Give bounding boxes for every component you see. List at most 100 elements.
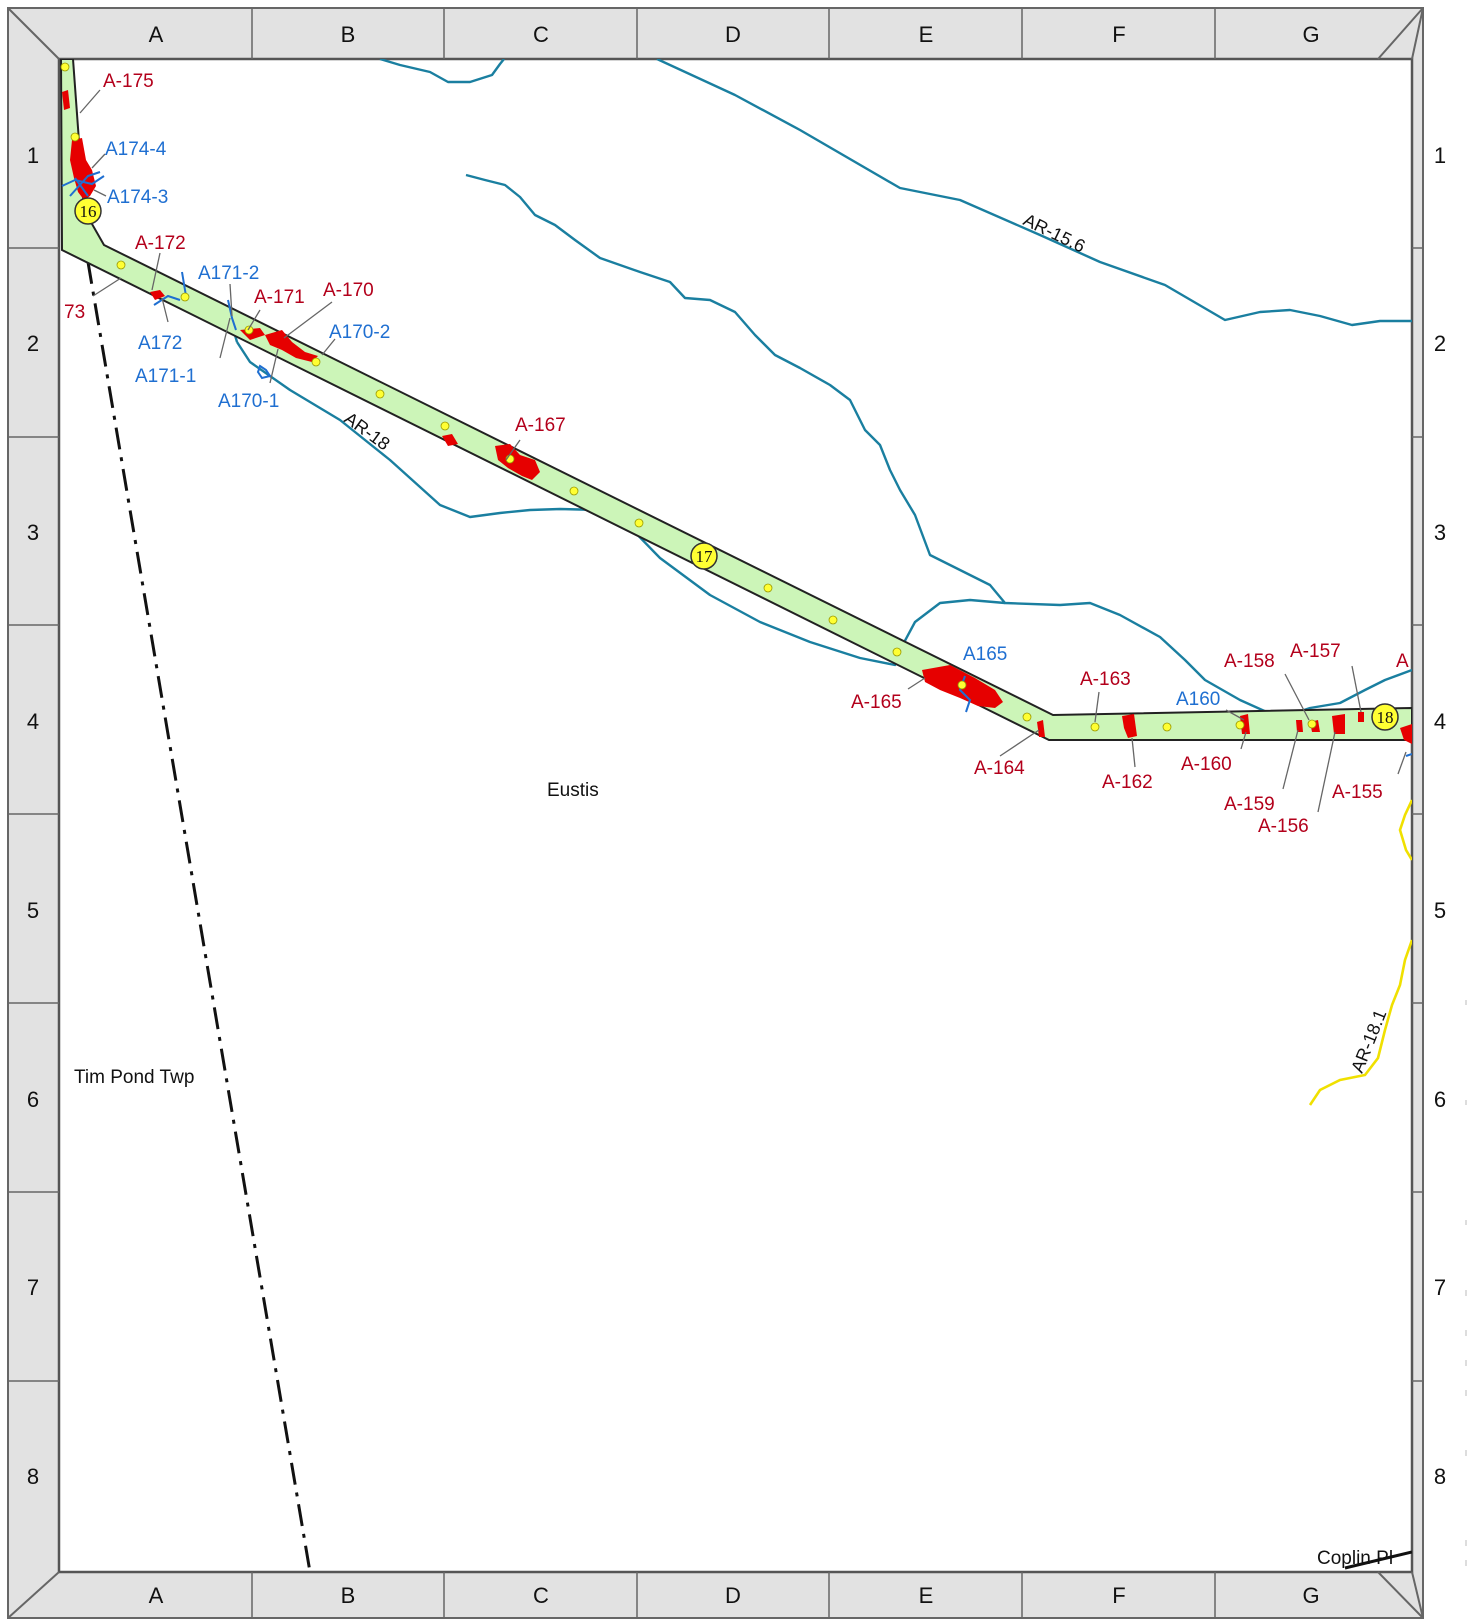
grid-column-labels-bottom: A B C D E F G (149, 1583, 1320, 1608)
wetland-label-a157: A-157 (1290, 641, 1341, 662)
town-label-eustis: Eustis (547, 780, 599, 801)
stream-ar-18-1 (1308, 939, 1412, 1106)
wetland-label-a162: A-162 (1102, 772, 1153, 793)
milepost-18: 18 (1371, 703, 1399, 731)
grid-col-f: F (1112, 1583, 1125, 1608)
wetland-label-a175: A-175 (103, 71, 154, 92)
survey-point (1162, 722, 1172, 732)
grid-column-labels-top: A B C D E F G (149, 22, 1320, 47)
crossing-label-a172: A172 (138, 333, 182, 354)
crossing-label-a174-4: A174-4 (105, 139, 167, 160)
crossing-a155 (1405, 753, 1412, 757)
wetland-a157 (1358, 712, 1364, 722)
crossing-label-a160: A160 (1176, 689, 1220, 710)
survey-point (1022, 712, 1032, 722)
survey-point (440, 421, 450, 431)
crossing-label-a170-2: A170-2 (329, 322, 390, 343)
grid-row-1: 1 (1434, 143, 1446, 168)
coplin-boundary-line (1344, 1550, 1412, 1570)
grid-row-labels-left: 1 2 3 4 5 6 7 8 (27, 143, 39, 1489)
grid-row-8: 8 (1434, 1464, 1446, 1489)
wetland-a162 (1122, 714, 1137, 738)
map-content: 16 17 18 (59, 59, 1412, 1572)
stream-ar-15-6 (656, 59, 1412, 327)
wetland-label-a170: A-170 (323, 280, 374, 301)
survey-points (60, 62, 1317, 732)
grid-col-c: C (533, 1583, 549, 1608)
survey-point (957, 680, 967, 690)
stream-yellow-upper (1398, 799, 1412, 861)
crossing-a172 (153, 271, 187, 306)
crossing-label-a170-1: A170-1 (218, 391, 279, 412)
grid-col-f: F (1112, 22, 1125, 47)
grid-row-7: 7 (27, 1275, 39, 1300)
grid-row-1: 1 (27, 143, 39, 168)
survey-point (311, 357, 321, 367)
survey-point (763, 583, 773, 593)
survey-point (634, 518, 644, 528)
milepost-16: 16 (74, 197, 102, 225)
wetland-label-a172: A-172 (135, 233, 186, 254)
survey-point (569, 486, 579, 496)
grid-row-4: 4 (27, 709, 39, 734)
crossing-a171 (227, 299, 237, 331)
grid-row-6: 6 (1434, 1087, 1446, 1112)
milepost-label: 18 (1377, 708, 1394, 727)
town-label-tim-pond-twp: Tim Pond Twp (74, 1067, 194, 1088)
survey-point (1307, 719, 1317, 729)
grid-col-g: G (1302, 1583, 1319, 1608)
wetland-label-a156: A-156 (1258, 816, 1309, 837)
town-label-coplin-pl: Coplin Pl (1317, 1548, 1393, 1569)
milepost-17: 17 (690, 542, 718, 570)
wetland-a156 (1332, 714, 1345, 734)
survey-point (70, 132, 80, 142)
wetland-label-a171: A-171 (254, 287, 305, 308)
wetland-label-a-cut: A (1396, 651, 1409, 672)
grid-row-3: 3 (1434, 520, 1446, 545)
wetland-label-a158: A-158 (1224, 651, 1275, 672)
survey-point (116, 260, 126, 270)
wetland-a172 (150, 290, 165, 300)
grid-row-2: 2 (1434, 331, 1446, 356)
wetland-label-a165: A-165 (851, 692, 902, 713)
survey-point (828, 615, 838, 625)
wetland-label-a163: A-163 (1080, 669, 1131, 690)
wetland-a155 (1400, 724, 1412, 744)
crossing-labels: A174-4 A174-3 A171-2 A172 A171-1 A170-2 … (105, 139, 1220, 710)
wetland-label-a160: A-160 (1181, 754, 1232, 775)
map-frame-border (7, 7, 1424, 1619)
wetland-label-a167: A-167 (515, 415, 566, 436)
grid-col-a: A (149, 22, 164, 47)
wetland-a164 (1037, 720, 1045, 737)
milepost-label: 16 (80, 202, 97, 221)
survey-point (244, 325, 254, 335)
grid-row-8: 8 (27, 1464, 39, 1489)
wetland-a167 (495, 444, 540, 480)
wetland-a159 (1296, 720, 1303, 732)
wetland-a174 (70, 138, 96, 200)
grid-col-a: A (149, 1583, 164, 1608)
grid-row-2: 2 (27, 331, 39, 356)
survey-point (1235, 720, 1245, 730)
crossing-label-a171-2: A171-2 (198, 263, 259, 284)
wetland-a170 (265, 330, 318, 362)
crossing-a174 (61, 171, 105, 197)
stream-ar-17 (379, 59, 505, 84)
milepost-label: 17 (696, 547, 714, 566)
survey-point (375, 389, 385, 399)
town-boundary-line (86, 261, 312, 1572)
survey-point (1090, 722, 1100, 732)
wetland-label-a159: A-159 (1224, 794, 1275, 815)
grid-row-6: 6 (27, 1087, 39, 1112)
grid-col-b: B (341, 22, 356, 47)
grid-col-g: G (1302, 22, 1319, 47)
grid-col-b: B (341, 1583, 356, 1608)
grid-col-e: E (919, 1583, 934, 1608)
wetland-labels: A-175 73 A-172 A-171 A-170 A-167 A-165 A… (64, 71, 1409, 837)
grid-row-labels-right: 1 2 3 4 5 6 7 8 (1434, 143, 1446, 1489)
grid-col-c: C (533, 22, 549, 47)
survey-point (892, 647, 902, 657)
wetland-label-a155: A-155 (1332, 782, 1383, 803)
wetland-label-a173: 73 (64, 302, 85, 323)
